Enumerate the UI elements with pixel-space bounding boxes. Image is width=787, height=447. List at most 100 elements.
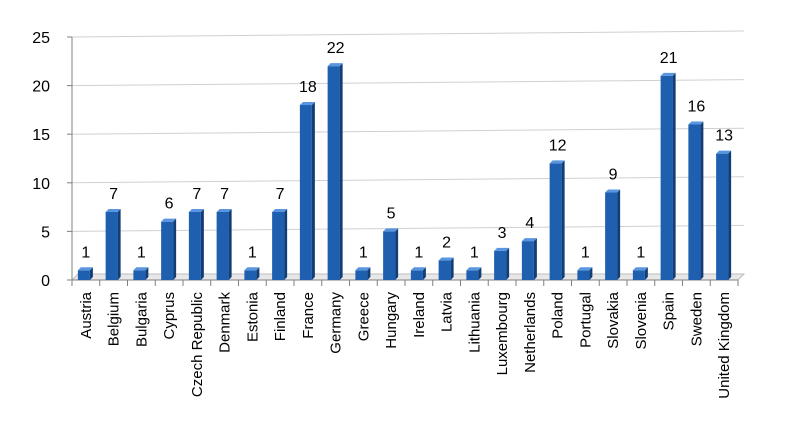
gridline — [71, 224, 745, 232]
bar-front — [688, 124, 701, 280]
bar-front — [660, 75, 673, 280]
bar-side — [533, 238, 537, 280]
bar-side — [617, 189, 621, 280]
category-label: Slovenia — [633, 291, 650, 349]
bar — [355, 267, 371, 280]
gridline — [71, 127, 745, 135]
y-tick-label: 25 — [32, 30, 50, 47]
bar — [605, 189, 621, 280]
bar — [272, 208, 288, 280]
bar — [383, 228, 399, 280]
bar-side — [228, 208, 232, 280]
bar-side — [644, 267, 648, 280]
category-label: Poland — [550, 292, 567, 339]
bar-side — [506, 247, 510, 280]
data-label: 7 — [109, 186, 118, 203]
bar-front — [327, 66, 340, 280]
category-label: Greece — [355, 292, 372, 341]
category-label: Spain — [661, 292, 678, 330]
data-label: 4 — [525, 215, 534, 232]
bar-top — [688, 121, 704, 125]
bar-top — [299, 102, 315, 106]
data-label: 9 — [609, 167, 618, 184]
category-label: Finland — [272, 292, 289, 341]
y-tick-label: 15 — [32, 127, 50, 144]
bar — [494, 247, 510, 280]
bar — [438, 257, 454, 280]
bar-front — [161, 221, 174, 280]
axes — [70, 37, 746, 286]
category-label: Denmark — [217, 292, 234, 353]
bar-top — [494, 247, 510, 251]
y-tick-label: 5 — [41, 224, 50, 241]
bar-top — [383, 228, 399, 232]
bar-front — [383, 231, 396, 280]
bar — [521, 238, 537, 280]
data-label: 7 — [276, 186, 285, 203]
bar-top — [410, 267, 426, 271]
data-label: 1 — [248, 244, 257, 261]
bar-top — [438, 257, 454, 261]
category-labels: Austria Belgium Bulgaria Cyprus Czech Republ… — [78, 291, 733, 398]
bar-front — [521, 241, 534, 280]
bar-side — [284, 208, 288, 280]
category-label: Belgium — [106, 292, 123, 346]
bar-front — [577, 270, 590, 280]
bars — [77, 63, 732, 280]
bar-top — [355, 267, 371, 271]
bar-side — [200, 208, 204, 280]
bar — [105, 208, 121, 280]
bar — [244, 267, 260, 280]
bar-front — [494, 250, 507, 280]
bar-top — [660, 72, 676, 76]
bar-side — [561, 160, 565, 280]
bar-front — [216, 211, 229, 280]
data-label: 1 — [636, 244, 645, 261]
bar-side — [672, 72, 676, 280]
bar-front — [438, 260, 451, 280]
bar — [299, 102, 315, 280]
gridline — [71, 176, 745, 184]
bar — [188, 208, 204, 280]
bar — [216, 208, 232, 280]
bar — [577, 267, 593, 280]
bar-top — [577, 267, 593, 271]
bar — [632, 267, 648, 280]
data-label: 2 — [442, 235, 451, 252]
data-label: 18 — [299, 79, 317, 96]
bar-side — [728, 150, 732, 280]
bar-top — [272, 208, 288, 212]
bar-top — [105, 208, 121, 212]
bar-top — [466, 267, 482, 271]
bar-top — [161, 218, 177, 222]
bar-side — [89, 267, 93, 280]
data-label: 7 — [220, 186, 229, 203]
gridlines — [71, 30, 745, 232]
bar-top — [521, 238, 537, 242]
bar-side — [145, 267, 149, 280]
category-label: Hungary — [383, 292, 400, 349]
y-axis-ticks: 0 5 10 15 20 25 — [32, 30, 72, 290]
bar-side — [311, 102, 315, 280]
data-label: 6 — [165, 196, 174, 213]
bar-front — [549, 163, 562, 280]
data-label: 1 — [581, 244, 590, 261]
bar-side — [589, 267, 593, 280]
category-label: Lithuania — [466, 291, 483, 353]
category-label: Austria — [78, 291, 95, 338]
category-label: Sweden — [688, 292, 705, 346]
bar — [688, 121, 704, 280]
bar-front — [244, 270, 257, 280]
bar — [466, 267, 482, 280]
category-label: Ireland — [411, 292, 428, 338]
bar-front — [272, 211, 285, 280]
category-label: France — [300, 292, 317, 339]
y-tick-label: 10 — [32, 176, 50, 193]
bar-side — [173, 218, 177, 280]
bar-side — [700, 121, 704, 280]
bar — [410, 267, 426, 280]
bar-front — [188, 211, 201, 280]
category-label: Netherlands — [522, 292, 539, 373]
y-tick-label: 20 — [32, 79, 50, 96]
gridline — [71, 30, 745, 38]
